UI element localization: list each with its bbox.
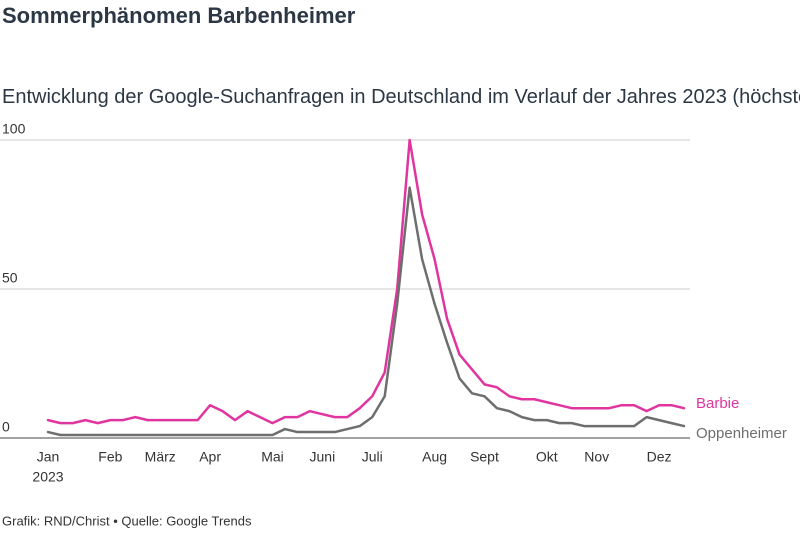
chart-title: Sommerphänomen Barbenheimer [2,3,356,28]
x-tick-label: Mai [261,449,284,465]
x-tick-label: Okt [536,449,558,465]
line-0 [46,138,686,425]
x-tick-label: Dez [647,449,672,465]
x-tick-label: Apr [199,449,221,465]
x-year-label: 2023 [32,469,63,485]
series-label: Barbie [696,395,739,412]
x-tick-label: März [145,449,176,465]
y-tick-label: 50 [2,270,18,286]
x-tick-label: Nov [584,449,609,465]
x-tick-label: Feb [98,449,122,465]
x-tick-label: Jan [37,449,60,465]
source: Grafik: RND/Christ • Quelle: Google Tren… [2,513,252,528]
x-tick-label: Juni [310,449,336,465]
x-tick-label: Aug [422,449,447,465]
line-1 [46,186,686,437]
y-tick-label: 100 [2,121,26,137]
series-label: Oppenheimer [696,425,787,442]
y-tick-label: 0 [2,419,10,435]
x-tick-label: Sept [470,449,499,465]
x-tick-label: Juli [362,449,383,465]
chart-subtitle: Entwicklung der Google-Suchanfragen in D… [2,86,800,108]
